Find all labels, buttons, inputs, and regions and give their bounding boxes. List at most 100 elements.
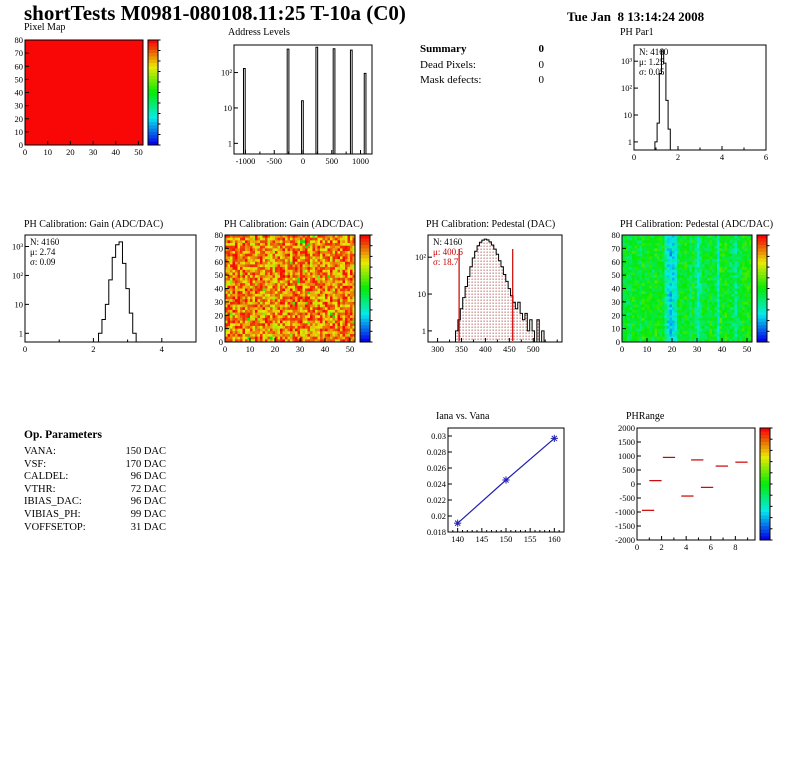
page-date: Tue Jan 8 13:14:24 2008	[567, 9, 705, 24]
svg-text:N: 4160: N: 4160	[433, 237, 463, 247]
svg-text:30: 30	[15, 101, 24, 111]
svg-text:70: 70	[612, 243, 621, 253]
svg-text:50: 50	[612, 270, 621, 280]
svg-text:20: 20	[612, 310, 621, 320]
svg-text:30: 30	[89, 147, 98, 157]
svg-text:N: 4160: N: 4160	[639, 47, 669, 57]
svg-text:160: 160	[548, 534, 561, 544]
svg-text:1: 1	[228, 138, 232, 148]
svg-text:80: 80	[215, 230, 224, 240]
svg-text:20: 20	[668, 344, 677, 354]
summary-mask-defects-label: Mask defects:	[420, 74, 482, 86]
op-param-name: VSF:	[24, 458, 47, 470]
op-param-name: VANA:	[24, 446, 56, 457]
svg-text:N: 4160: N: 4160	[30, 237, 60, 247]
svg-text:500: 500	[325, 156, 338, 166]
svg-text:70: 70	[215, 243, 224, 253]
svg-text:500: 500	[622, 465, 635, 475]
svg-text:30: 30	[296, 344, 305, 354]
svg-text:300: 300	[431, 344, 444, 354]
chart-title-gain-hist: PH Calibration: Gain (ADC/DAC)	[24, 219, 164, 230]
svg-text:80: 80	[15, 35, 24, 45]
svg-text:60: 60	[612, 257, 621, 267]
svg-text:10³: 10³	[12, 242, 24, 252]
svg-text:μ: 400.6: μ: 400.6	[433, 247, 463, 257]
svg-text:4: 4	[720, 152, 725, 162]
op-parameters-block: Op. Parameters VANA: 150 DAC VSF: 170 DAC …	[24, 429, 166, 534]
chart-pixel-map: 0 10 20 30 40 50 0 10 20 30 40 50 60 70 80	[15, 35, 161, 157]
chart-address-levels: -1000 -500 0 500 1000 1 10 10²	[221, 44, 373, 166]
svg-text:-2000: -2000	[615, 535, 635, 545]
op-param-name: IBIAS_DAC:	[24, 496, 82, 508]
svg-text:μ: 1.25: μ: 1.25	[639, 57, 665, 67]
svg-text:0: 0	[301, 156, 305, 166]
op-param-value: 96 DAC	[130, 496, 166, 508]
svg-text:10: 10	[418, 289, 427, 299]
op-parameters-title: Op. Parameters	[24, 429, 102, 441]
svg-text:6: 6	[709, 542, 713, 552]
op-param-value: 96 DAC	[130, 471, 166, 483]
chart-title-pedestal-map: PH Calibration: Pedestal (ADC/DAC)	[620, 219, 774, 230]
svg-text:2000: 2000	[618, 423, 635, 433]
svg-text:80: 80	[612, 230, 621, 240]
summary-title: Summary	[420, 43, 467, 55]
svg-text:40: 40	[215, 284, 224, 294]
summary-total-value: 0	[538, 43, 545, 55]
svg-text:10: 10	[15, 127, 24, 137]
svg-text:-1000: -1000	[615, 507, 635, 517]
svg-text:0.02: 0.02	[431, 511, 446, 521]
svg-text:0.024: 0.024	[427, 479, 447, 489]
op-param-name: VOFFSETOP:	[24, 521, 86, 533]
svg-text:10²: 10²	[415, 252, 427, 262]
op-param-name: VTHR:	[24, 483, 56, 495]
svg-text:20: 20	[215, 310, 224, 320]
svg-text:30: 30	[693, 344, 702, 354]
svg-text:20: 20	[66, 147, 75, 157]
svg-text:-1000: -1000	[236, 156, 256, 166]
svg-text:20: 20	[15, 114, 24, 124]
svg-text:2: 2	[91, 344, 95, 354]
svg-text:10: 10	[215, 324, 224, 334]
svg-text:10: 10	[43, 147, 52, 157]
svg-text:0: 0	[23, 147, 27, 157]
svg-text:50: 50	[346, 344, 355, 354]
svg-text:0.018: 0.018	[427, 527, 446, 537]
op-param-value: 31 DAC	[130, 521, 166, 533]
svg-text:50: 50	[743, 344, 752, 354]
svg-text:150: 150	[500, 534, 513, 544]
svg-text:1000: 1000	[618, 451, 635, 461]
svg-text:0: 0	[23, 344, 27, 354]
svg-text:0: 0	[223, 344, 227, 354]
op-param-value: 72 DAC	[130, 483, 166, 495]
svg-text:6: 6	[764, 152, 768, 162]
svg-text:0.026: 0.026	[427, 463, 446, 473]
svg-text:0: 0	[620, 344, 624, 354]
chart-gain-map: 0 10 20 30 40 50 0 10 20 30 40 50 60 70 80	[215, 230, 373, 354]
svg-text:0: 0	[616, 337, 620, 347]
svg-text:1: 1	[422, 326, 426, 336]
svg-text:10: 10	[643, 344, 652, 354]
chart-title-ph-range: PHRange	[626, 411, 665, 422]
svg-text:0.03: 0.03	[431, 431, 446, 441]
chart-title-iana-vana: Iana vs. Vana	[436, 411, 490, 422]
svg-text:σ: 0.05: σ: 0.05	[639, 67, 665, 77]
chart-iana-vana: 140 145 150 155 160 0.018 0.02 0.022 0.024 0.026 0…	[427, 427, 565, 544]
chart-title-address-levels: Address Levels	[228, 27, 290, 38]
svg-text:40: 40	[112, 147, 121, 157]
svg-text:10²: 10²	[221, 68, 233, 78]
svg-text:1000: 1000	[352, 156, 369, 166]
svg-text:4: 4	[684, 542, 689, 552]
svg-text:0.028: 0.028	[427, 447, 446, 457]
svg-text:50: 50	[15, 74, 24, 84]
svg-text:40: 40	[612, 284, 621, 294]
svg-text:8: 8	[733, 542, 737, 552]
svg-text:0: 0	[631, 479, 635, 489]
svg-text:10³: 10³	[621, 56, 633, 66]
svg-text:155: 155	[524, 534, 537, 544]
svg-text:30: 30	[612, 297, 621, 307]
svg-text:1: 1	[628, 137, 632, 147]
svg-text:-1500: -1500	[615, 521, 635, 531]
svg-text:0: 0	[219, 337, 223, 347]
svg-text:0: 0	[635, 542, 639, 552]
